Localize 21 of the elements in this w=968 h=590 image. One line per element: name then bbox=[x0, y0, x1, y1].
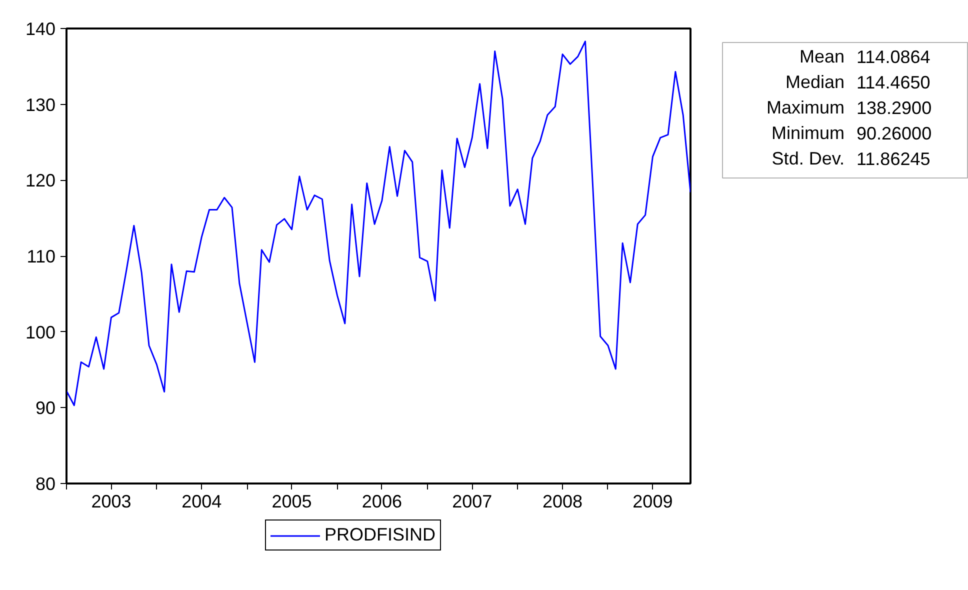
x-tick-label: 2005 bbox=[272, 492, 312, 512]
legend-label: PRODFISIND bbox=[324, 524, 436, 546]
y-tick-label: 140 bbox=[25, 19, 56, 39]
text: Mean 114.0864 bbox=[799, 46, 930, 67]
y-tick-label: 80 bbox=[35, 474, 56, 494]
y-tick-label: 90 bbox=[35, 398, 56, 418]
x-tick-label: 2004 bbox=[182, 492, 222, 512]
y-tick-label: 120 bbox=[25, 170, 56, 191]
y-tick-label: 100 bbox=[25, 322, 56, 342]
x-tick-label: 2009 bbox=[632, 492, 673, 512]
x-tick-label: 2007 bbox=[452, 492, 492, 512]
x-tick-label: 2008 bbox=[542, 492, 583, 512]
line-series bbox=[66, 40, 690, 406]
x-tick-label: 2006 bbox=[362, 492, 402, 512]
text: Median 114.4650 bbox=[785, 72, 930, 92]
y-tick-label: 110 bbox=[26, 246, 56, 266]
y-tick-label: 130 bbox=[25, 94, 56, 115]
text: Std. Dev. 11.86245 bbox=[772, 148, 930, 169]
text: Maximum 138.2900 bbox=[766, 98, 932, 118]
x-tick-label: 2003 bbox=[91, 492, 132, 512]
text: Minimum 90.26000 bbox=[772, 123, 932, 144]
